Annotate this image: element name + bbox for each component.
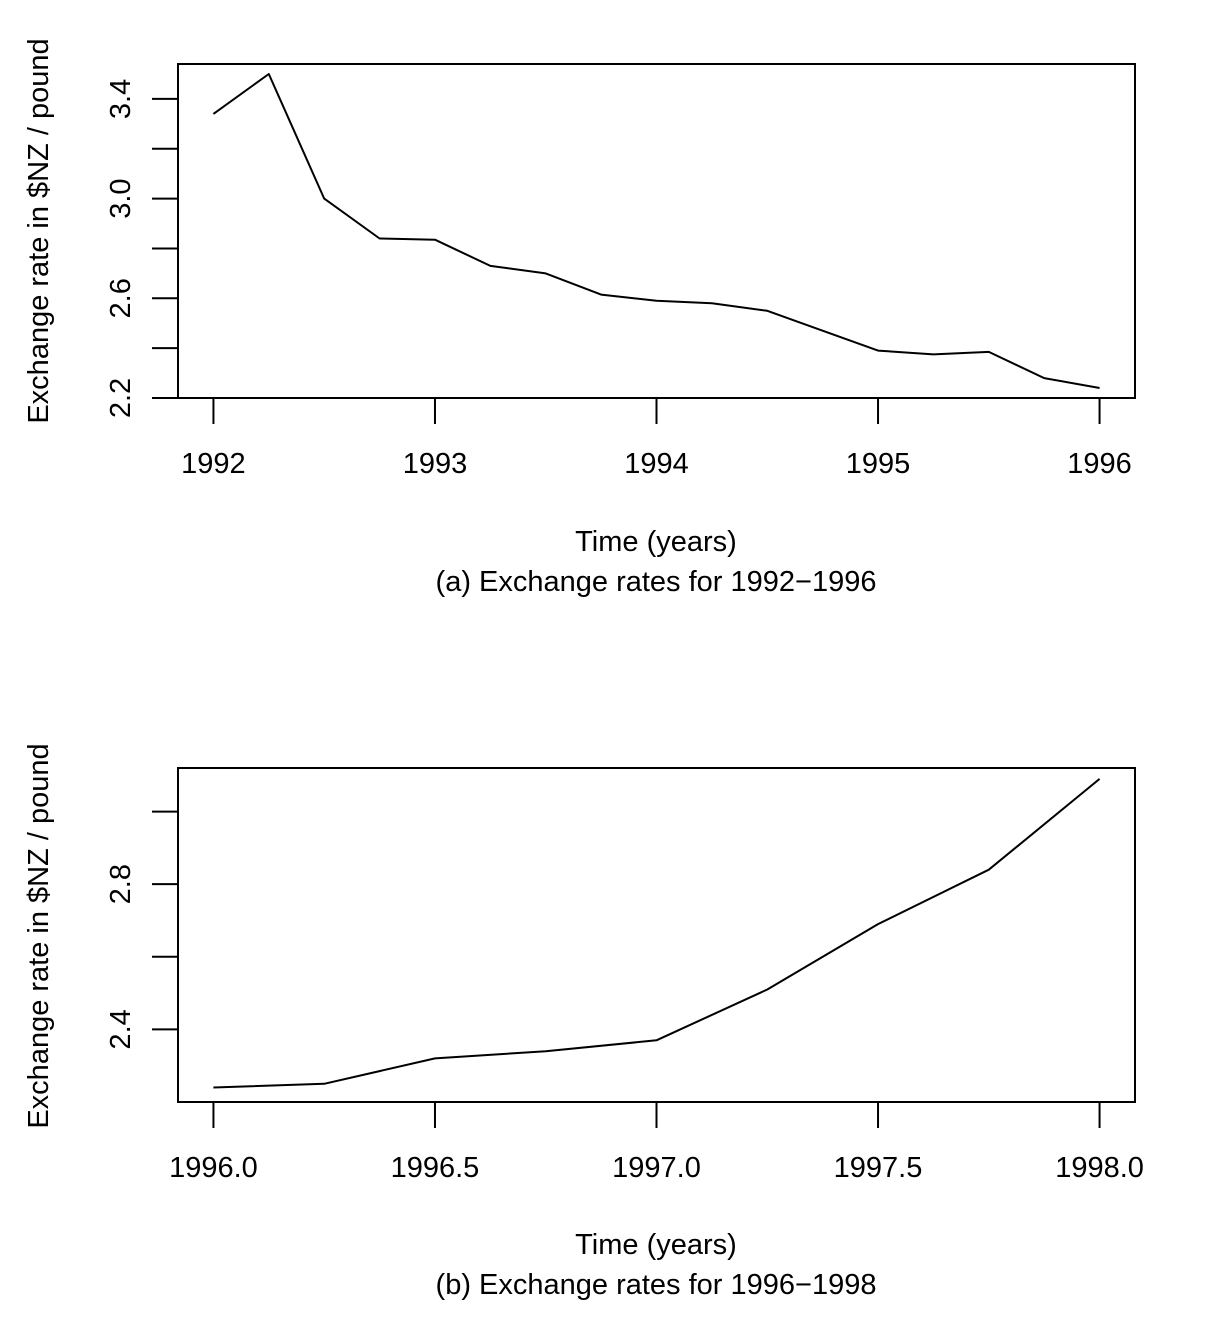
x-axis-title-b: Time (years): [575, 1229, 737, 1261]
y-tick-label-a: 2.6: [105, 278, 137, 318]
y-tick-label-a: 2.2: [105, 378, 137, 418]
chart-caption-b: (b) Exchange rates for 1996−1998: [436, 1269, 877, 1301]
x-tick-label-a: 1992: [181, 448, 246, 480]
chart-panel-a: Exchange rate in $NZ / pound Time (years…: [23, 38, 1136, 598]
y-tick-label-b: 2.8: [105, 864, 137, 904]
x-tick-label-a: 1994: [624, 448, 689, 480]
x-tick-label-b: 1996.0: [169, 1152, 258, 1184]
y-axis-title-a: Exchange rate in $NZ / pound: [23, 38, 55, 423]
x-tick-label-b: 1997.0: [612, 1152, 701, 1184]
y-tick-label-b: 2.4: [105, 1009, 137, 1049]
series-line-a: [212, 73, 1100, 389]
x-tick-label-a: 1995: [846, 448, 911, 480]
x-axis-title-a: Time (years): [575, 526, 737, 558]
x-tick-label-b: 1997.5: [834, 1152, 923, 1184]
x-tick-label-a: 1996: [1067, 448, 1132, 480]
plot-frame-a: [177, 63, 1136, 399]
x-tick-label-b: 1998.0: [1055, 1152, 1144, 1184]
x-tick-label-a: 1993: [403, 448, 468, 480]
y-tick-label-a: 3.4: [105, 79, 137, 119]
chart-panel-b: Exchange rate in $NZ / pound Time (years…: [23, 743, 1144, 1301]
x-tick-label-b: 1996.5: [391, 1152, 480, 1184]
chart-caption-a: (a) Exchange rates for 1992−1996: [436, 566, 877, 598]
plot-frame-b: [177, 767, 1136, 1103]
y-tick-label-a: 3.0: [105, 178, 137, 218]
y-axis-title-b: Exchange rate in $NZ / pound: [23, 743, 55, 1128]
series-line-b: [213, 778, 1101, 1089]
